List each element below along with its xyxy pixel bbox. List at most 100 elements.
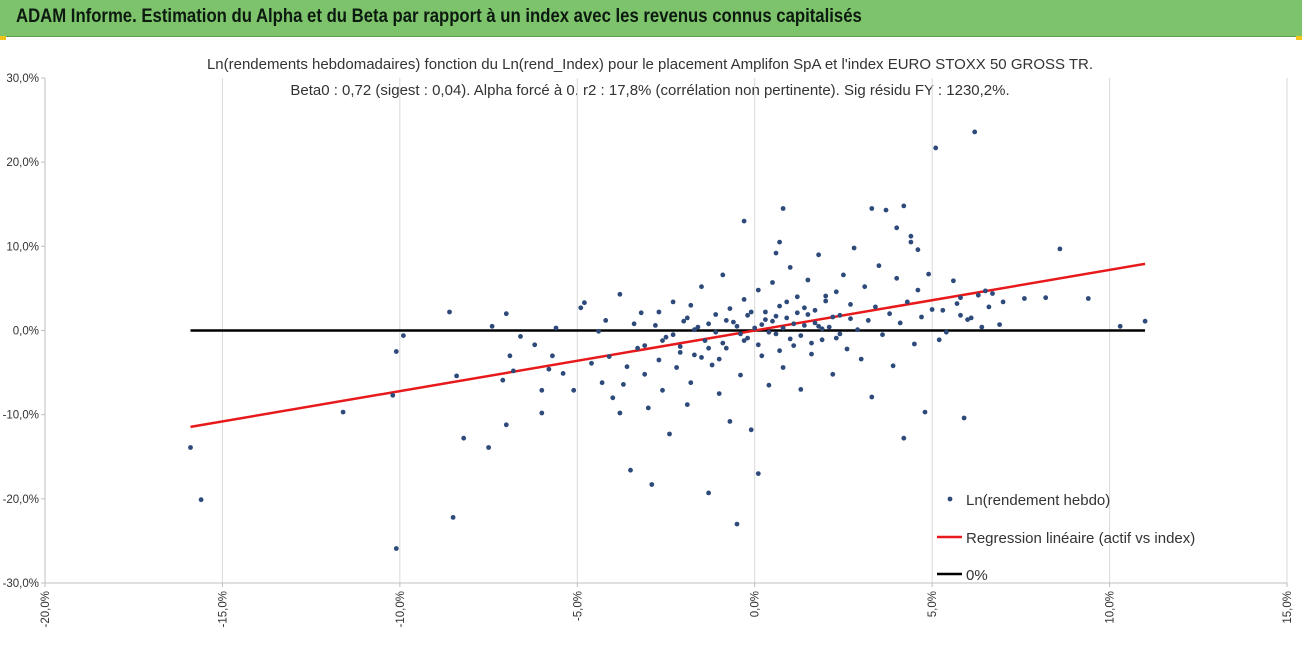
y-tick-label: 20,0% bbox=[6, 157, 39, 169]
data-point bbox=[688, 302, 694, 308]
data-point bbox=[1085, 296, 1091, 301]
data-point bbox=[752, 325, 758, 331]
data-point bbox=[777, 239, 782, 245]
data-point bbox=[766, 329, 772, 335]
data-point bbox=[812, 320, 818, 326]
data-point bbox=[677, 344, 683, 349]
data-point bbox=[805, 277, 811, 283]
data-point bbox=[809, 340, 814, 346]
legend-label-regression: Regression linéaire (actif vs index) bbox=[966, 530, 1195, 547]
data-point bbox=[660, 387, 665, 393]
data-point bbox=[802, 323, 807, 328]
data-point bbox=[720, 272, 726, 278]
data-point bbox=[450, 515, 456, 520]
data-point bbox=[777, 348, 782, 354]
data-point bbox=[571, 387, 577, 393]
data-point bbox=[773, 331, 779, 337]
data-point bbox=[741, 297, 747, 302]
y-tick-label: 0,0% bbox=[13, 326, 39, 338]
y-tick-label: 10,0% bbox=[6, 241, 39, 253]
x-tick-label: -5,0% bbox=[572, 591, 584, 621]
data-point bbox=[784, 299, 790, 305]
legend-marker-scatter bbox=[947, 496, 953, 502]
y-tick-labels: 30,0% 20,0% 10,0% 0,0% -10,0% -20,0% -30,0% bbox=[3, 73, 39, 590]
data-point bbox=[198, 497, 204, 503]
data-point bbox=[826, 324, 832, 330]
data-point bbox=[901, 203, 907, 209]
data-point bbox=[990, 291, 995, 296]
data-point bbox=[833, 289, 839, 295]
data-point bbox=[645, 405, 651, 411]
data-point bbox=[695, 324, 701, 330]
data-point bbox=[550, 353, 555, 359]
data-point bbox=[894, 275, 900, 281]
series-lines bbox=[190, 262, 1146, 429]
data-point bbox=[915, 247, 921, 253]
data-point bbox=[745, 312, 750, 318]
data-point bbox=[692, 352, 697, 358]
data-point bbox=[511, 368, 516, 374]
data-point bbox=[503, 311, 509, 317]
data-point bbox=[1117, 323, 1123, 329]
data-point bbox=[727, 306, 733, 311]
data-point bbox=[830, 371, 836, 377]
x-tick-labels: -20,0% -15,0% -10,0% -5,0% 0,0% 5,0% 10,0% 15,0… bbox=[40, 591, 1294, 627]
data-point bbox=[503, 422, 509, 428]
data-point bbox=[763, 317, 768, 322]
data-point bbox=[809, 351, 814, 357]
data-point bbox=[780, 365, 786, 370]
data-point bbox=[741, 218, 747, 224]
data-point bbox=[500, 377, 506, 383]
data-point bbox=[958, 295, 963, 301]
data-point bbox=[699, 284, 704, 290]
data-point bbox=[851, 245, 857, 251]
data-point bbox=[936, 337, 942, 343]
data-point bbox=[912, 341, 917, 347]
data-point bbox=[865, 318, 871, 323]
data-point bbox=[713, 312, 719, 317]
data-point bbox=[656, 357, 662, 363]
data-point bbox=[773, 250, 779, 256]
data-point bbox=[539, 410, 545, 416]
x-tick-label: -10,0% bbox=[395, 591, 407, 627]
data-point bbox=[833, 335, 839, 341]
data-point bbox=[642, 371, 648, 377]
data-point bbox=[670, 299, 676, 305]
data-point bbox=[848, 316, 853, 322]
data-point bbox=[890, 363, 896, 369]
data-point bbox=[734, 521, 740, 527]
data-point bbox=[791, 321, 797, 327]
header-corner-right bbox=[1296, 36, 1302, 40]
data-point bbox=[716, 356, 722, 362]
data-point bbox=[763, 309, 768, 315]
data-point bbox=[649, 482, 655, 487]
data-point bbox=[681, 318, 687, 324]
data-point bbox=[940, 307, 946, 313]
data-point bbox=[816, 323, 821, 329]
data-point bbox=[798, 387, 804, 392]
data-point bbox=[706, 345, 711, 351]
data-point bbox=[390, 392, 396, 398]
data-point bbox=[734, 323, 740, 329]
data-point bbox=[794, 310, 800, 316]
data-point bbox=[919, 314, 924, 320]
data-point bbox=[684, 402, 690, 407]
data-point bbox=[805, 312, 811, 317]
data-point bbox=[401, 333, 406, 338]
legend-label-zero: 0% bbox=[966, 567, 988, 584]
data-point bbox=[642, 343, 648, 348]
data-point bbox=[748, 309, 754, 315]
y-tick-label: -20,0% bbox=[3, 494, 39, 506]
data-point bbox=[507, 353, 513, 359]
data-point bbox=[702, 338, 708, 343]
data-point bbox=[589, 360, 594, 366]
data-point bbox=[770, 280, 775, 285]
data-point bbox=[667, 431, 672, 437]
data-point bbox=[692, 327, 697, 333]
data-point bbox=[638, 310, 644, 316]
header-corner-left bbox=[0, 36, 6, 40]
data-point bbox=[624, 364, 630, 370]
data-point bbox=[731, 319, 736, 325]
data-point bbox=[723, 345, 729, 351]
data-point bbox=[706, 490, 711, 496]
